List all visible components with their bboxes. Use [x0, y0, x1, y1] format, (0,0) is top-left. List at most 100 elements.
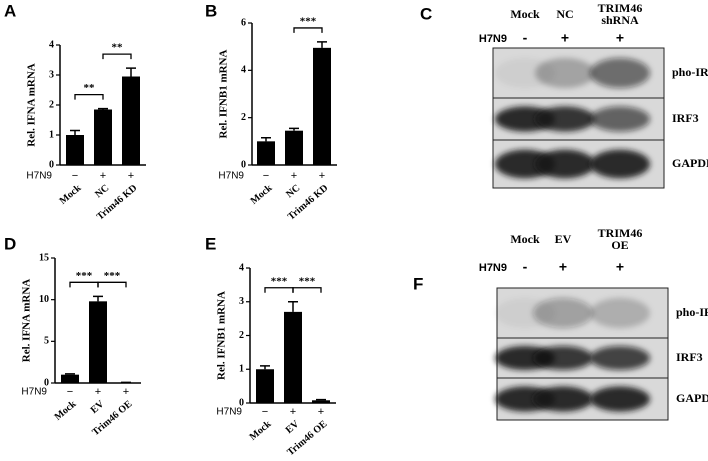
error-bar [93, 295, 103, 302]
treatment-sign: + [95, 386, 101, 398]
bar [66, 135, 84, 165]
y-tick-label: 2 [239, 330, 244, 341]
treatment-sign: + [291, 170, 297, 182]
treatment-sign: + [290, 406, 296, 418]
error-bar [289, 127, 299, 131]
panel-label: D [4, 234, 16, 253]
significance-bracket [293, 27, 323, 33]
x-tick-label: Mock [53, 398, 79, 422]
y-tick-label: 15 [39, 252, 49, 263]
significance-label: *** [300, 15, 317, 27]
y-tick-label: 1 [239, 364, 244, 375]
bar [122, 76, 140, 165]
lane-label: NC [556, 7, 573, 21]
blot-band [535, 106, 595, 132]
treatment-sign: + [318, 406, 324, 418]
blot-band [533, 346, 593, 370]
y-tick-label: 3 [239, 296, 244, 307]
lane-label: Mock [510, 7, 540, 21]
error-bar [261, 137, 271, 142]
error-bar [65, 373, 75, 375]
panel-label: B [205, 1, 217, 20]
y-tick-label: 2 [241, 112, 246, 123]
bar [89, 301, 107, 383]
significance-bracket [74, 93, 104, 100]
y-tick-label: 1 [49, 129, 54, 140]
significance-label: ** [84, 82, 96, 94]
lane-label: Mock [510, 232, 540, 246]
blot-band [533, 386, 593, 412]
blot-band [535, 149, 595, 179]
treatment-sign: - [523, 30, 528, 46]
blot-band [590, 149, 650, 179]
lane-label: shRNA [601, 13, 639, 27]
y-axis-label: Rel. IFNA mRNA [21, 279, 33, 362]
y-tick-label: 4 [241, 65, 246, 76]
y-tick-label: 6 [241, 17, 246, 28]
band-label: IRF3 [676, 350, 703, 364]
bar [312, 400, 330, 403]
panel-label: E [205, 234, 216, 253]
treatment-sign: - [523, 259, 528, 275]
blot-band [590, 386, 650, 412]
error-bar [126, 67, 136, 77]
x-tick-label: Mock [248, 418, 274, 442]
treatment-sign: + [616, 259, 624, 275]
significance-bracket [69, 281, 99, 288]
treatment-sign: + [128, 170, 134, 182]
y-tick-label: 2 [49, 99, 54, 110]
significance-label: *** [104, 270, 121, 282]
treatment-sign: + [559, 259, 567, 275]
treatment-sign: + [100, 170, 106, 182]
blot-band [533, 298, 593, 328]
x-tick-label: Mock [58, 182, 84, 206]
significance-label: ** [112, 42, 124, 54]
significance-bracket [97, 281, 127, 288]
x-tick-label: NC [93, 183, 111, 201]
error-bar [317, 41, 327, 48]
y-tick-label: 0 [239, 397, 244, 408]
blot-band [590, 298, 650, 328]
treatment-name: H7N9 [218, 171, 244, 182]
band-label: pho-IRF3 [676, 305, 708, 319]
y-axis-label: Rel. IFNA mRNA [26, 63, 38, 146]
lane-label: OE [611, 238, 628, 252]
y-tick-label: 3 [49, 69, 54, 80]
treatment-sign: + [616, 30, 624, 46]
x-tick-label: EV [284, 418, 302, 436]
error-bar [98, 107, 108, 110]
y-axis-label: Rel. IFNB1 mRNA [218, 49, 230, 138]
significance-label: *** [271, 275, 288, 287]
band-label: GAPDH [672, 156, 708, 170]
error-bar [288, 301, 298, 312]
blot-band [590, 346, 650, 370]
significance-label: *** [76, 270, 93, 282]
treatment-sign: − [67, 386, 73, 398]
treatment-name: H7N9 [21, 387, 47, 398]
y-tick-label: 0 [49, 159, 54, 170]
bar [285, 130, 303, 165]
bar [284, 311, 302, 403]
panel-label: C [420, 4, 432, 23]
significance-bracket [292, 287, 322, 293]
treatment-sign: − [72, 170, 78, 182]
error-bar [260, 365, 270, 370]
blot-band [590, 106, 650, 132]
treatment-name: H7N9 [479, 33, 507, 45]
treatment-sign: + [123, 386, 129, 398]
error-bar [316, 398, 326, 401]
y-tick-label: 10 [39, 294, 49, 305]
y-tick-label: 0 [241, 159, 246, 170]
bar [94, 109, 112, 165]
treatment-sign: − [263, 170, 269, 182]
x-tick-label: Mock [249, 182, 275, 206]
panel-label: A [4, 1, 16, 20]
band-label: IRF3 [672, 111, 699, 125]
error-bar [70, 129, 80, 135]
bar [257, 141, 275, 165]
x-tick-label: EV [89, 398, 107, 416]
lane-label: EV [555, 232, 572, 246]
treatment-name: H7N9 [479, 262, 507, 274]
lane-label: TRIM46 [598, 1, 643, 15]
